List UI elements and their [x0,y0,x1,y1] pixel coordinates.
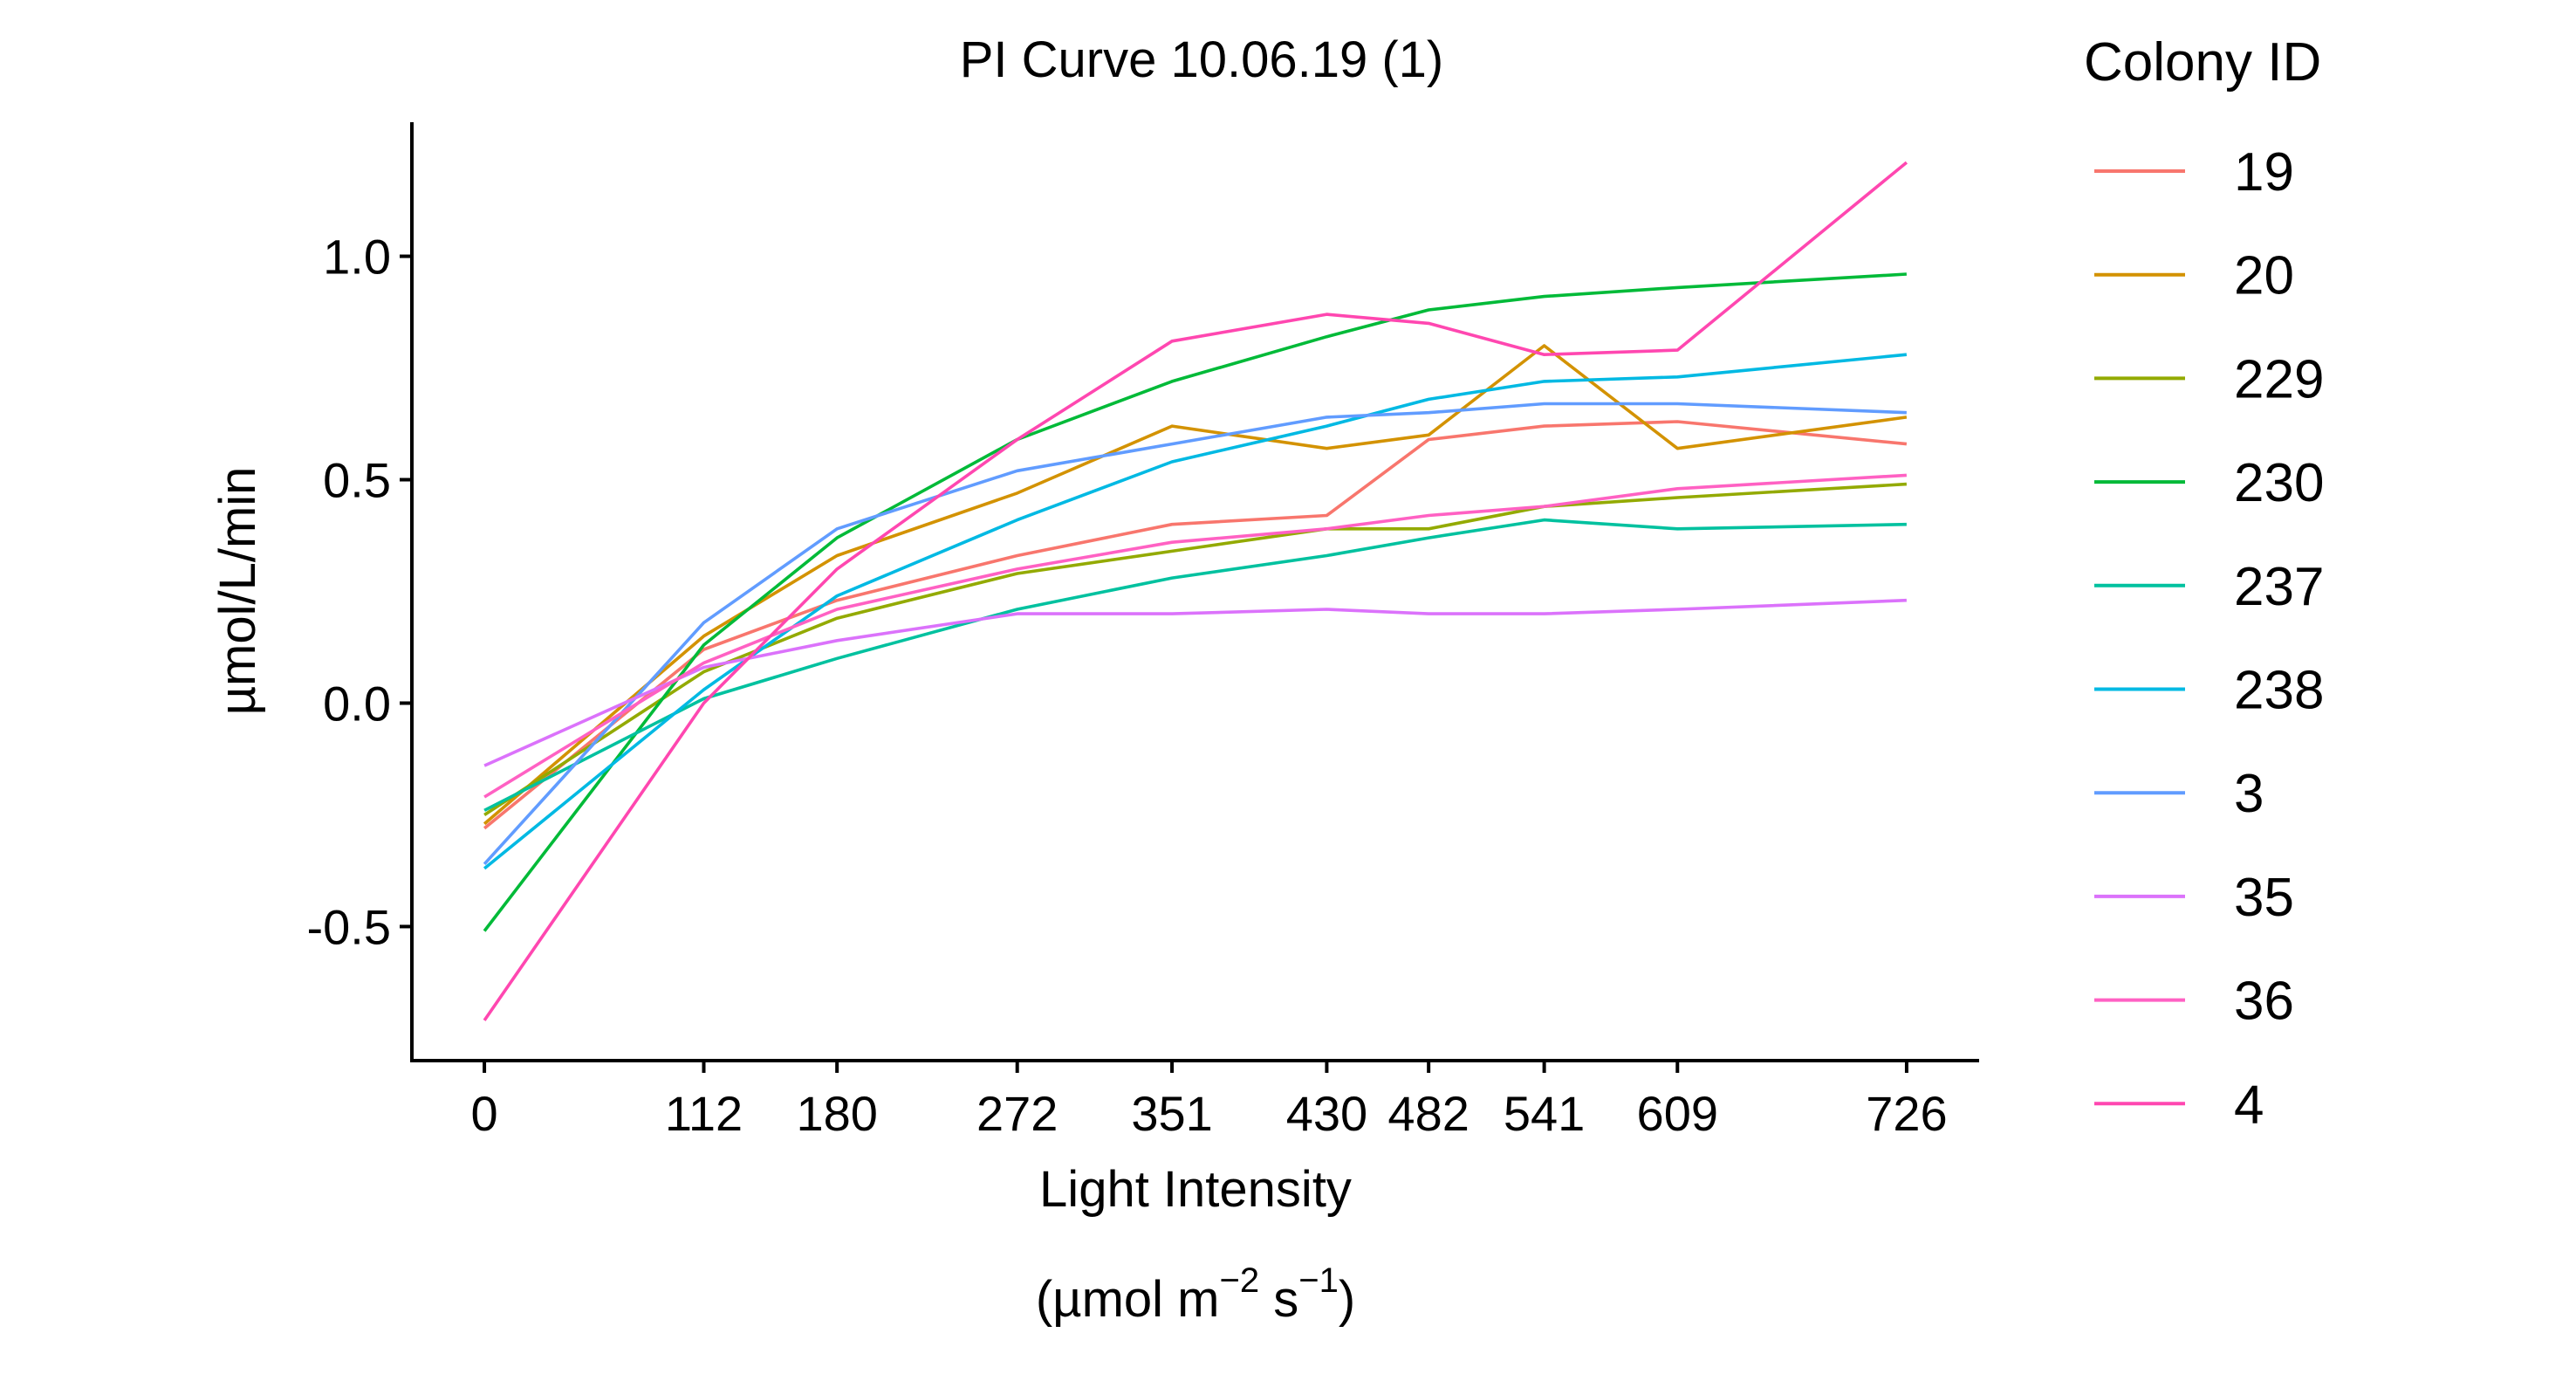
x-tick-label: 272 [976,1086,1058,1141]
series-line-238 [483,353,1908,870]
legend-label-35: 35 [2234,868,2294,928]
y-axis-ticks: -0.5 0.0 0.5 1.0 [307,230,412,954]
legend-label-238: 238 [2234,661,2324,721]
series-line-230 [483,272,1908,932]
series-line-229 [483,482,1908,817]
plot-area: -0.5 0.0 0.5 1.0 0 112 180 272 351 430 482 541 609 7… [307,122,1979,1141]
legend-label-230: 230 [2234,453,2324,513]
series-line-19 [483,420,1908,830]
x-axis-unit: (µmol m−2 s−1) [1036,1261,1355,1328]
x-tick-label: 180 [796,1086,877,1141]
x-axis-title: Light Intensity [1039,1161,1352,1218]
y-tick-label: -0.5 [307,899,392,954]
y-tick-label: 1.0 [323,230,391,285]
legend-label-3: 3 [2234,764,2264,824]
x-tick-label: 430 [1286,1086,1367,1141]
y-tick-label: 0.0 [323,676,391,731]
x-axis-unit-close: ) [1339,1271,1355,1328]
series-line-237 [483,518,1907,812]
legend-label-229: 229 [2234,349,2324,409]
x-tick-label: 482 [1387,1086,1469,1141]
legend-title: Colony ID [2084,32,2321,93]
legend-items: 19 20 229 230 237 238 3 35 36 4 [2094,142,2324,1135]
legend-label-36: 36 [2234,972,2294,1032]
series-line-20 [483,344,1908,826]
x-tick-label: 609 [1637,1086,1718,1141]
x-axis-unit-exponent-2: −1 [1298,1261,1339,1300]
x-tick-label: 726 [1866,1086,1947,1141]
series-line-35 [483,598,1907,767]
legend-label-19: 19 [2234,142,2294,203]
x-tick-label: 112 [665,1086,743,1141]
legend-label-4: 4 [2234,1075,2264,1135]
x-tick-label: 541 [1504,1086,1585,1141]
series-lines [483,161,1908,1021]
chart-title: PI Curve 10.06.19 (1) [960,31,1444,88]
legend-label-237: 237 [2234,557,2324,617]
x-axis-ticks: 0 112 180 272 351 430 482 541 609 726 [470,1061,1948,1141]
x-axis-unit-open: (µmol m [1036,1271,1220,1328]
legend: Colony ID 19 20 229 230 237 238 3 35 36 4 [2084,32,2324,1135]
x-axis-unit-middle: s [1259,1271,1298,1328]
y-tick-label: 0.5 [323,453,391,508]
x-tick-label: 0 [470,1086,497,1141]
y-axis-title: µmol/L/min [209,467,266,716]
x-axis-unit-exponent-1: −2 [1219,1261,1259,1300]
x-tick-label: 351 [1131,1086,1212,1141]
series-line-4 [483,161,1908,1021]
series-line-3 [483,402,1907,866]
legend-label-20: 20 [2234,246,2294,306]
